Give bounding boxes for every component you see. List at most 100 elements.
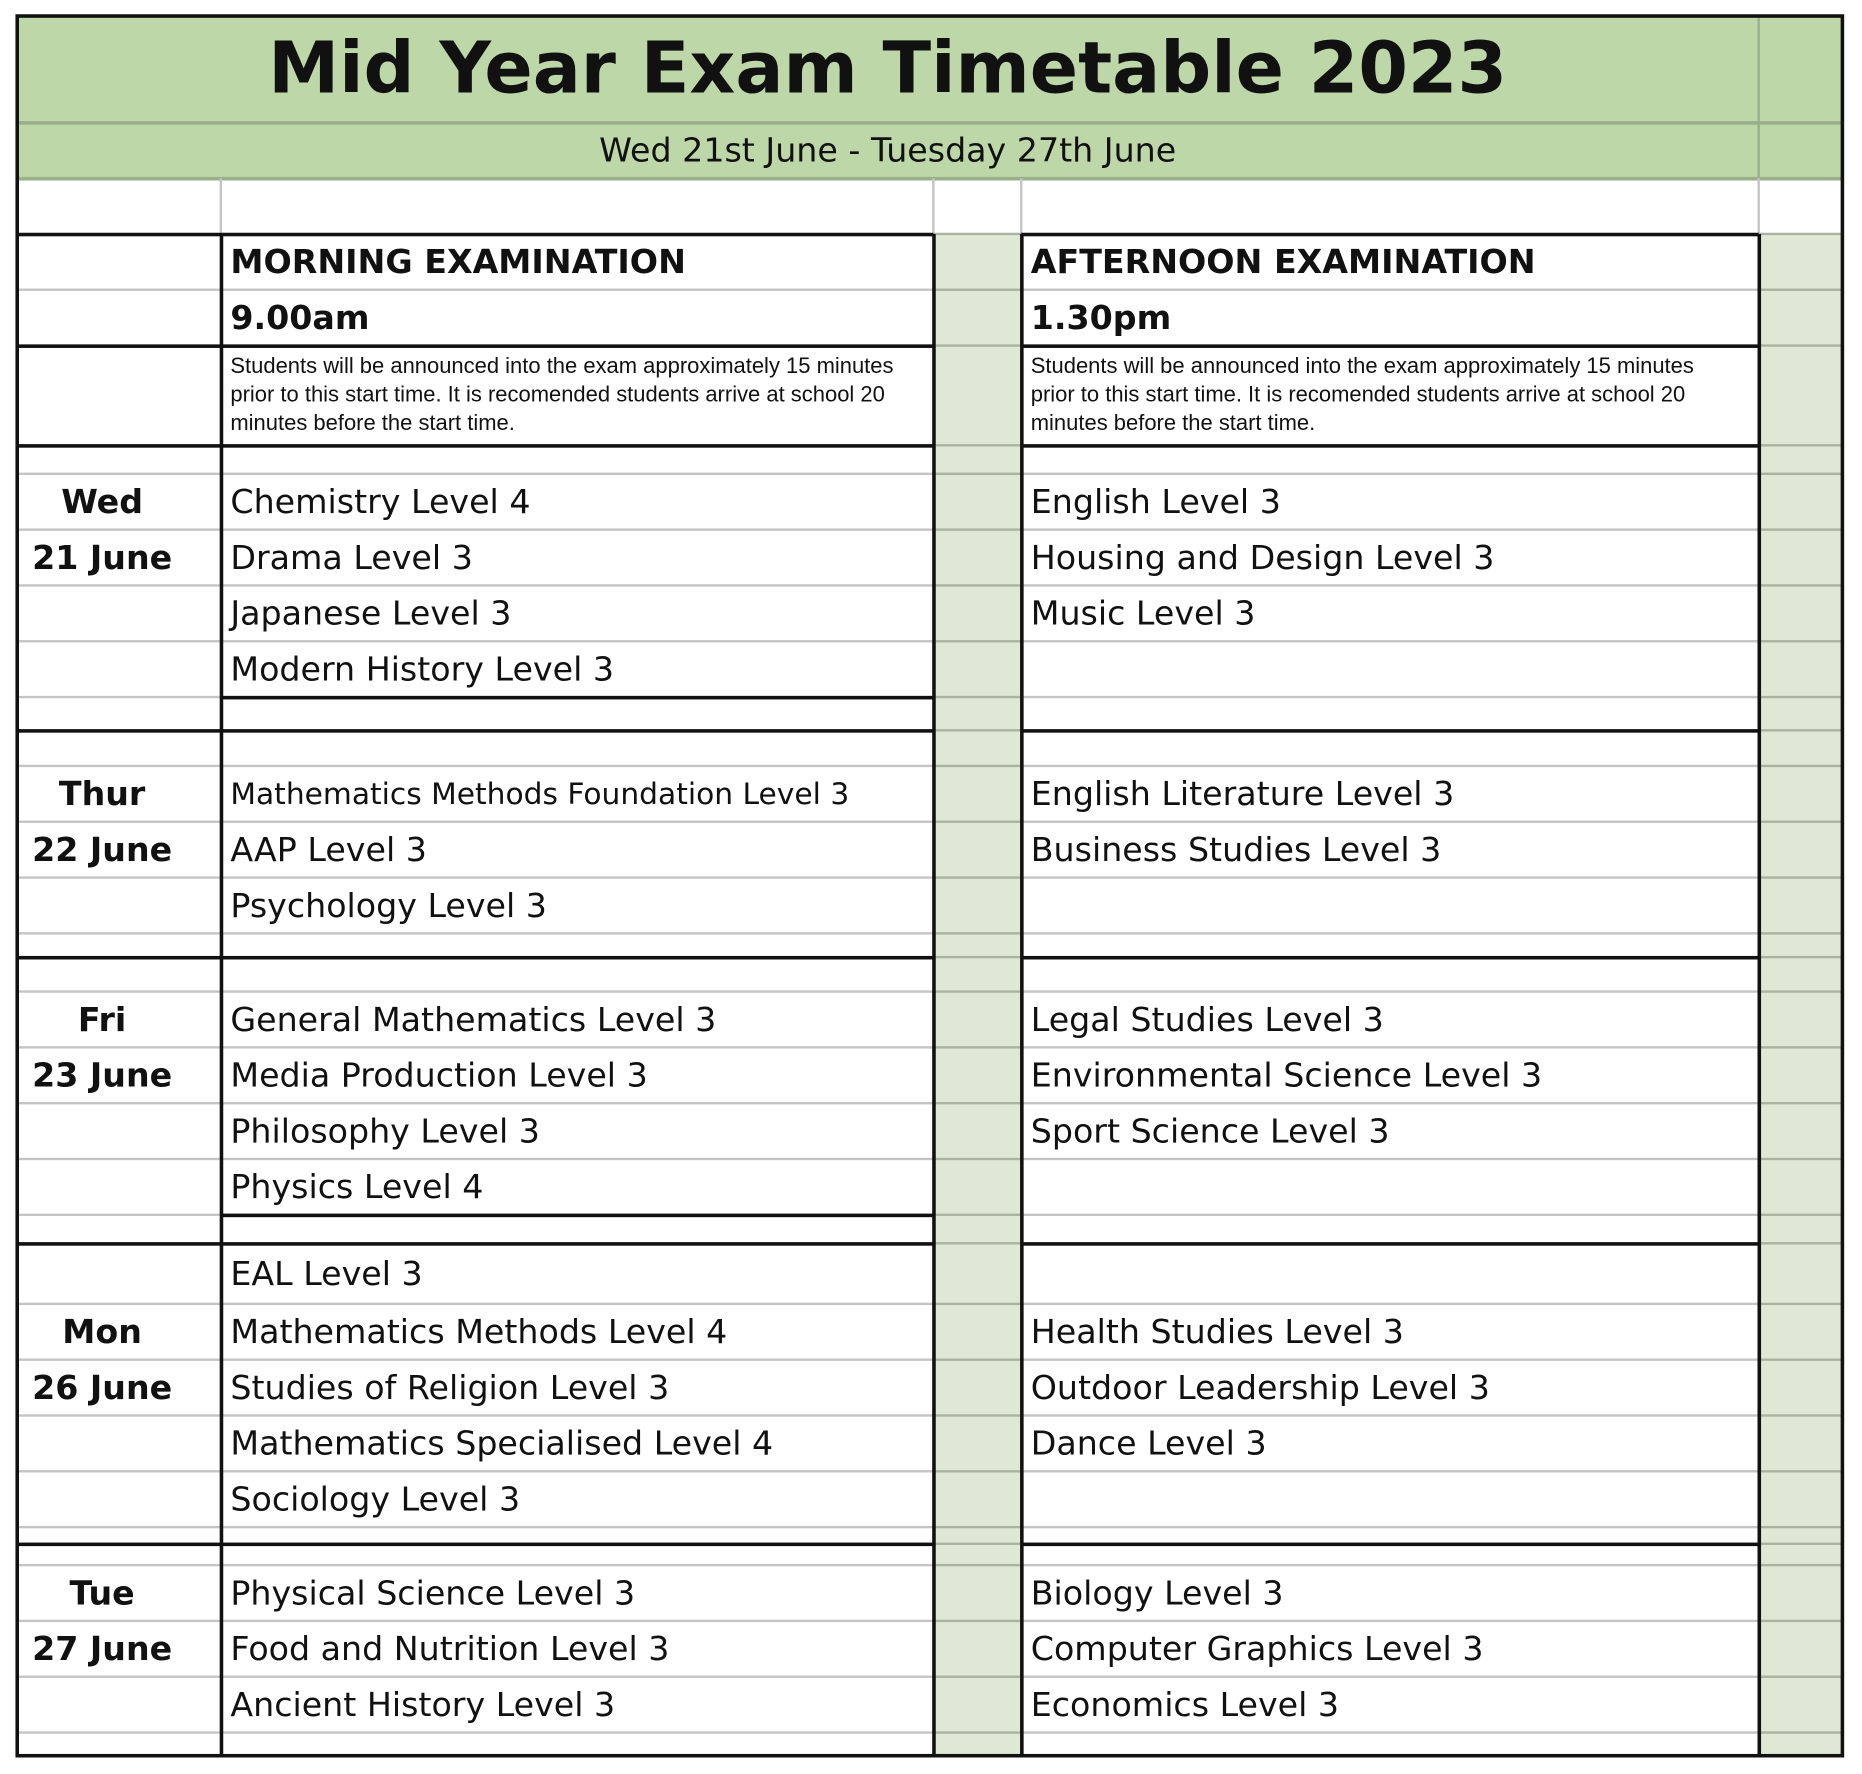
grid-line <box>1758 288 1843 291</box>
grid-line <box>933 528 1022 531</box>
grid-line <box>933 729 1022 732</box>
grid-line <box>16 932 934 935</box>
grid-line <box>1021 584 1759 587</box>
grid-line <box>932 178 935 234</box>
grid-line <box>16 232 934 237</box>
grid-line <box>1021 695 1759 699</box>
column-divider <box>1020 233 1024 1757</box>
grid-line <box>16 1414 934 1417</box>
grid-line <box>1758 344 1843 347</box>
day-label: Fri <box>77 999 127 1040</box>
grid-line <box>1021 472 1759 475</box>
afternoon-exam: Outdoor Leadership Level 3 <box>1030 1368 1490 1408</box>
grid-line <box>1758 1563 1843 1567</box>
morning-exam: Physical Science Level 3 <box>230 1573 636 1613</box>
grid-line <box>1758 528 1843 531</box>
grid-line <box>16 1675 934 1678</box>
grid-line <box>933 932 1022 935</box>
grid-line <box>933 955 1022 959</box>
date-range-subtitle: Wed 21st June - Tuesday 27th June <box>599 130 1177 170</box>
grid-line <box>1758 990 1843 993</box>
grid-line <box>1758 1358 1843 1361</box>
grid-line <box>1021 1046 1759 1049</box>
grid-line <box>933 1619 1022 1623</box>
grid-line <box>16 764 934 768</box>
grid-line <box>1758 1302 1843 1306</box>
header-divider <box>16 121 1843 125</box>
date-label: 27 June <box>32 1629 173 1669</box>
grid-line <box>1758 1542 1843 1545</box>
day-label: Tue <box>69 1573 135 1613</box>
afternoon-exam: Music Level 3 <box>1030 593 1256 633</box>
column-divider <box>1757 233 1762 1757</box>
morning-heading: MORNING EXAMINATION <box>230 242 686 282</box>
grid-line <box>1758 1675 1843 1678</box>
grid-line <box>16 344 934 348</box>
grid-line <box>16 876 934 879</box>
afternoon-exam: Computer Graphics Level 3 <box>1030 1629 1484 1669</box>
afternoon-note: Students will be announced into the exam… <box>1030 352 1694 435</box>
grid-line <box>1021 1563 1759 1567</box>
grid-line <box>1758 1470 1843 1473</box>
grid-line <box>1758 1731 1843 1734</box>
grid-line <box>1758 695 1843 699</box>
grid-line <box>16 729 934 733</box>
date-label: 22 June <box>32 830 173 870</box>
afternoon-exam: Biology Level 3 <box>1030 1573 1284 1613</box>
morning-exam: Drama Level 3 <box>230 537 473 578</box>
date-label: 26 June <box>32 1368 173 1408</box>
grid-line <box>1021 1542 1759 1547</box>
afternoon-exam: English Level 3 <box>1030 482 1281 522</box>
grid-line <box>1758 1525 1843 1529</box>
grid-line <box>1758 729 1843 732</box>
grid-line <box>1758 1046 1843 1049</box>
date-label: 21 June <box>32 537 173 578</box>
grid-line <box>1758 640 1843 643</box>
grid-line <box>933 232 1022 236</box>
morning-note: Students will be announced into the exam… <box>230 352 894 435</box>
grid-line <box>16 528 934 531</box>
grid-line <box>933 288 1022 291</box>
grid-line <box>933 1542 1022 1545</box>
grid-line <box>16 1470 934 1473</box>
afternoon-exam: Environmental Science Level 3 <box>1030 1055 1543 1095</box>
grid-line <box>1021 1102 1759 1105</box>
grid-line <box>16 472 934 475</box>
morning-exam: Physics Level 4 <box>230 1167 484 1207</box>
morning-exam: AAP Level 3 <box>230 830 427 870</box>
grid-line <box>1021 1302 1759 1306</box>
grid-line <box>1758 955 1843 959</box>
grid-line <box>1021 528 1759 531</box>
header-divider <box>1757 15 1760 179</box>
grid-line <box>1021 764 1759 768</box>
grid-line <box>933 1046 1022 1049</box>
grid-line <box>1758 1619 1843 1623</box>
grid-line <box>1758 932 1843 935</box>
morning-exam: Psychology Level 3 <box>230 885 547 926</box>
grid-line <box>1020 178 1023 234</box>
grid-line <box>1758 1414 1843 1417</box>
grid-line <box>16 1302 934 1306</box>
grid-line <box>16 1242 934 1246</box>
morning-exam: General Mathematics Level 3 <box>230 999 717 1040</box>
grid-line <box>1021 932 1759 935</box>
grid-line <box>219 178 223 234</box>
grid-line <box>16 1358 934 1361</box>
grid-line <box>933 1731 1022 1734</box>
outer-border <box>15 14 1845 1758</box>
grid-line <box>1757 178 1760 234</box>
grid-line <box>933 1213 1022 1216</box>
morning-exam: Media Production Level 3 <box>230 1055 648 1095</box>
morning-exam: Modern History Level 3 <box>230 649 615 689</box>
grid-line <box>1021 640 1759 643</box>
header-divider <box>16 176 1843 181</box>
grid-line <box>933 1470 1022 1473</box>
afternoon-time: 1.30pm <box>1030 298 1172 338</box>
column-divider <box>932 233 936 1757</box>
grid-line <box>16 1563 934 1567</box>
grid-line <box>1021 820 1759 823</box>
grid-line <box>933 472 1022 475</box>
grid-line <box>933 1563 1022 1567</box>
grid-line <box>16 1731 934 1734</box>
grid-line <box>16 820 934 823</box>
